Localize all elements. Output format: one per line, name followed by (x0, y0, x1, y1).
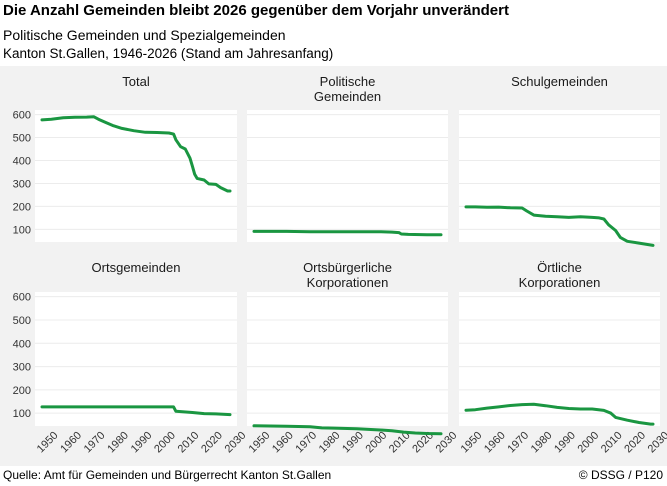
y-tick-label: 400 (13, 338, 31, 350)
panel-title: Gemeinden (314, 89, 381, 104)
y-tick-label: 600 (13, 110, 31, 122)
faceted-line-chart: Total 100 200 300 400 500 600 PolitischeGemeind… (0, 66, 667, 466)
plot-area (247, 292, 448, 426)
panel-title: Politische (320, 74, 376, 89)
y-tick-label: 500 (13, 133, 31, 145)
panel-title: Korporationen (307, 275, 389, 290)
y-tick-label: 200 (13, 201, 31, 213)
panel-title: Ortsgemeinden (92, 260, 181, 275)
y-tick-label: 300 (13, 178, 31, 190)
series-line (464, 402, 655, 426)
y-tick-label: 500 (13, 315, 31, 327)
y-tick-label: 400 (13, 156, 31, 168)
source-note: Quelle: Amt für Gemeinden und Bürgerrech… (3, 468, 332, 482)
series-line (40, 115, 232, 193)
y-tick-label: 200 (13, 385, 31, 397)
plot-area (459, 292, 660, 426)
y-tick-label: 100 (13, 408, 31, 420)
chart-subtitle: Politische Gemeinden und Spezialgemeinde… (3, 27, 286, 43)
plot-area (247, 110, 448, 242)
chart-title: Die Anzahl Gemeinden bleibt 2026 gegenüb… (3, 2, 509, 19)
series-line (252, 229, 443, 237)
chart-subtitle-detail: Kanton St.Gallen, 1946-2026 (Stand am Ja… (3, 46, 334, 61)
y-tick-label: 100 (13, 224, 31, 236)
panel-title: Korporationen (519, 275, 601, 290)
y-tick-label: 300 (13, 362, 31, 374)
plot-area (459, 110, 660, 242)
series-line (464, 205, 655, 247)
panel-title: Ortsbürgerliche (303, 260, 392, 275)
panel-title: Total (122, 74, 150, 89)
series-line (252, 424, 443, 436)
panel-title: Örtliche (537, 260, 582, 275)
copyright-note: © DSSG / P120 (578, 468, 663, 482)
panel-title: Schulgemeinden (511, 74, 608, 89)
plot-area (35, 292, 237, 426)
series-line (40, 405, 232, 417)
y-tick-label: 600 (13, 292, 31, 304)
